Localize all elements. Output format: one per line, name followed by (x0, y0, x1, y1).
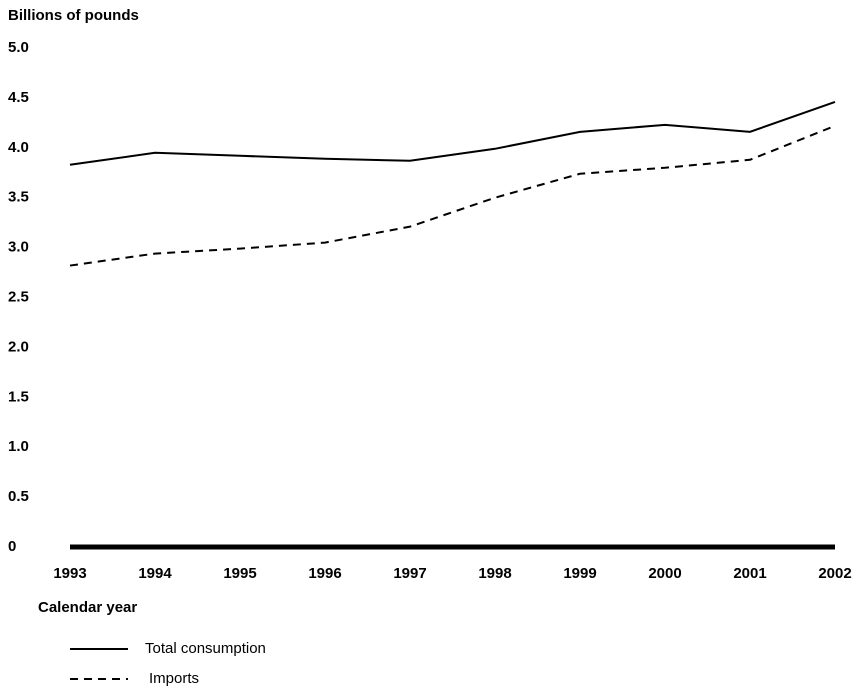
y-tick-label: 4.5 (8, 89, 29, 106)
y-tick-label: 0.5 (8, 488, 29, 505)
y-tick-label: 2.5 (8, 288, 29, 305)
x-tick-label: 1998 (478, 565, 511, 582)
x-tick-label: 1997 (393, 565, 426, 582)
x-tick-label: 2000 (648, 565, 681, 582)
y-tick-label: 2.0 (8, 338, 29, 355)
series-line (69, 124, 836, 267)
y-tick-label: 5.0 (8, 39, 29, 56)
y-axis-label: Billions of pounds (8, 7, 139, 24)
x-tick-label: 2001 (733, 565, 766, 582)
x-tick-label: 1995 (223, 565, 256, 582)
y-tick-label: 0 (8, 538, 16, 555)
x-axis-label: Calendar year (38, 599, 137, 616)
y-tick-label: 1.5 (8, 388, 29, 405)
series-line (69, 100, 836, 166)
legend-label: Total consumption (145, 640, 266, 657)
y-tick-label: 3.5 (8, 189, 29, 206)
x-tick-label: 1993 (53, 565, 86, 582)
x-tick-label: 1999 (563, 565, 596, 582)
y-tick-label: 3.0 (8, 239, 29, 256)
y-tick-label: 1.0 (8, 438, 29, 455)
y-tick-label: 4.0 (8, 139, 29, 156)
x-tick-label: 2002 (818, 565, 851, 582)
x-tick-label: 1994 (138, 565, 172, 582)
x-tick-label: 1996 (308, 565, 341, 582)
legend-label: Imports (149, 670, 199, 687)
